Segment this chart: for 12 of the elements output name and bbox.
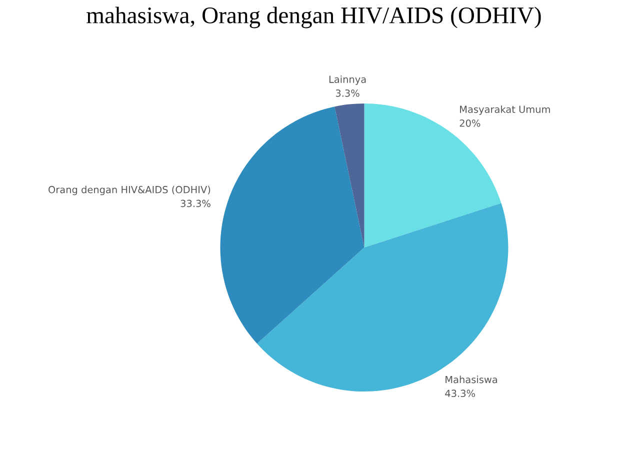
- data-label: 33.3%: [180, 200, 210, 208]
- slice-label: Mahasiswa: [446, 376, 497, 384]
- pie-slice: [257, 203, 508, 392]
- slice-label: Orang dengan HIV&AIDS (ODHIV): [48, 186, 210, 196]
- pie-slice: [220, 106, 364, 344]
- slice-label: Masyarakat Umum: [460, 105, 550, 115]
- data-label: 3.3%: [336, 89, 360, 97]
- data-label: 20%: [460, 119, 480, 127]
- pie-slice: [334, 104, 364, 248]
- chart-title: mahasiswa, Orang dengan HIV/AIDS (ODHIV): [86, 6, 541, 28]
- data-label: 43.3%: [445, 390, 476, 398]
- slice-label: Lainnya: [329, 75, 366, 85]
